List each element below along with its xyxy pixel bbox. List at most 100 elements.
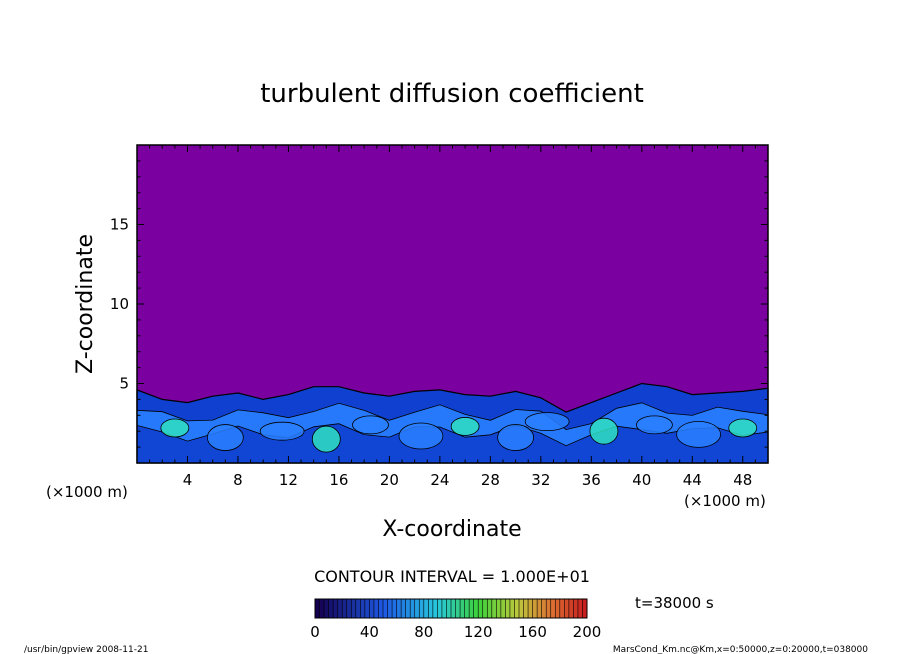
colorbar-tick-label: 0 [310,623,320,641]
colorbar-tick-label: 160 [518,623,547,641]
x-tick-label: 12 [279,471,298,489]
x-unit-right: (×1000 m) [684,492,766,510]
colorbar-strip [487,599,493,618]
eddy-cell [524,412,570,432]
colorbar-strip [564,599,570,618]
colorbar-strip [315,599,321,618]
colorbar-strip [537,599,543,618]
colorbar-strip [446,599,452,618]
x-tick-label: 24 [430,471,449,489]
colorbar-strip [373,599,379,618]
colorbar-ticks: 0 40 80 120 160 200 [310,623,601,641]
colorbar-strip [342,599,348,618]
time-label: t=38000 s [635,594,714,612]
colorbar-strip [460,599,466,618]
plot-area [136,144,769,464]
colorbar-strip [464,599,470,618]
eddy-cell [636,415,673,435]
colorbar-strip [401,599,407,618]
colorbar-strip [541,599,547,618]
colorbar-strip [396,599,402,618]
colorbar-strip [351,599,357,618]
colorbar-strip [369,599,375,618]
colorbar-strip [451,599,457,618]
footer-right: MarsCond_Km.nc@Km,x=0:50000,z=0:20000,t=… [613,645,868,654]
colorbar-strip [324,599,330,618]
eddy-cell [450,417,480,436]
x-tick-label: 32 [531,471,550,489]
x-tick-label: 40 [632,471,651,489]
colorbar-strip [523,599,529,618]
colorbar-strip [577,599,583,618]
colorbar-strip [346,599,352,618]
colorbar-tick-label: 40 [360,623,379,641]
colorbar-strip [519,599,525,618]
eddy-cell [676,420,721,448]
colorbar-frame [314,598,588,619]
colorbar-strip [441,599,447,618]
colorbar-strip [410,599,416,618]
y-axis-label: Z-coordinate [73,234,98,374]
colorbar-strip [319,599,325,618]
colorbar-strip [432,599,438,618]
contour-interval: CONTOUR INTERVAL = 1.000E+01 [314,567,590,586]
turbulent-field [136,382,769,464]
colorbar-strip [514,599,520,618]
x-tick-label: 16 [329,471,348,489]
colorbar-strip [528,599,534,618]
x-tick-label: 44 [683,471,702,489]
colorbar-strip [328,599,334,618]
x-tick-label: 8 [233,471,243,489]
eddy-cell [398,422,444,450]
colorbar-strip [414,599,420,618]
colorbar-strip [505,599,511,618]
chart-title: turbulent diffusion coefficient [260,79,644,109]
y-tick-label: 10 [110,295,129,313]
colorbar-strip [555,599,561,618]
x-tick-label: 28 [481,471,500,489]
footer-left: /usr/bin/gpview 2008-11-21 [24,645,148,654]
colorbar-strip [333,599,339,618]
colorbar-strip [496,599,502,618]
colorbar-strip [455,599,461,618]
colorbar-strip [582,599,588,618]
colorbar: 0 40 80 120 160 200 [310,598,601,641]
y-axis-ticks: 5 10 15 [110,160,768,448]
colorbar-strip [568,599,574,618]
eddy-cell [311,425,341,453]
y-tick-label: 5 [119,375,129,393]
eddy-cell [352,415,389,435]
colorbar-strip [437,599,443,618]
colorbar-strips [314,599,588,618]
eddy-cell [728,418,758,438]
x-unit-left: (×1000 m) [46,483,128,501]
x-tick-label: 20 [380,471,399,489]
x-axis-ticks: 4 8 12 16 20 24 28 32 36 40 44 48 [149,145,756,489]
eddy-cell [160,418,190,438]
colorbar-strip [532,599,538,618]
colorbar-tick-label: 200 [573,623,602,641]
colorbar-strip [469,599,475,618]
colorbar-strip [559,599,565,618]
colorbar-strip [428,599,434,618]
colorbar-strip [423,599,429,618]
colorbar-strip [509,599,515,618]
colorbar-strip [392,599,398,618]
eddy-cell [589,417,619,445]
x-tick-label: 36 [582,471,601,489]
colorbar-strip [337,599,343,618]
colorbar-strip [419,599,425,618]
colorbar-strip [360,599,366,618]
colorbar-strip [378,599,384,618]
colorbar-strip [405,599,411,618]
x-tick-label: 4 [183,471,193,489]
colorbar-tick-label: 120 [464,623,493,641]
colorbar-strip [364,599,370,618]
colorbar-tick-label: 80 [414,623,433,641]
colorbar-strip [500,599,506,618]
colorbar-strip [478,599,484,618]
colorbar-strip [473,599,479,618]
eddy-cell [259,421,305,441]
eddy-cell [206,424,244,451]
